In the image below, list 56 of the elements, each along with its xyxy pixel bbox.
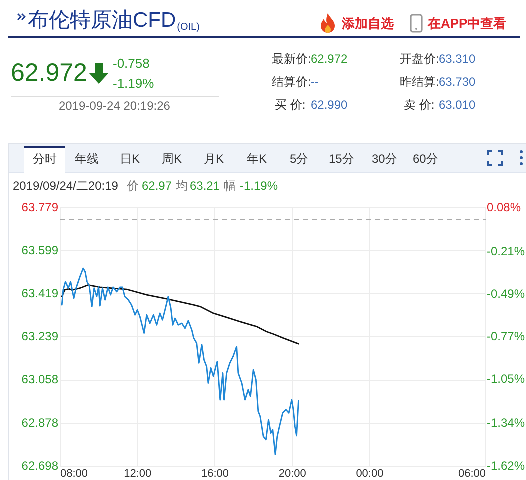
text: 63.010 — [439, 98, 476, 114]
text: 添加自选 — [342, 16, 394, 32]
y-tick-label: 63.239 — [22, 329, 59, 344]
text: 买 价: — [275, 98, 306, 114]
text: 62.972 — [311, 52, 348, 68]
text: 价 — [127, 179, 139, 194]
text: 62.97 — [142, 179, 172, 194]
text: 在APP中查看 — [428, 16, 507, 32]
text: 结算价: — [272, 75, 312, 90]
x-tick-label: 16:00 — [201, 468, 229, 480]
text: 63.21 — [190, 179, 220, 194]
y2-tick-label: -1.05% — [487, 372, 526, 386]
text: -0.758 — [113, 56, 150, 72]
text: 最新价: — [272, 52, 312, 68]
y2-tick-label: -1.62% — [487, 458, 526, 473]
text: 62.990 — [311, 98, 348, 114]
text: 2019-09-24 20:19:26 — [59, 99, 170, 114]
text: 月K — [204, 152, 224, 168]
y-tick-label: 62.878 — [22, 416, 59, 430]
y2-tick-label: -1.34% — [487, 416, 526, 430]
text: 分时 — [33, 152, 57, 168]
y-tick-label: 62.698 — [22, 458, 59, 473]
y-tick-label: 63.779 — [22, 200, 59, 214]
text: 周K — [162, 152, 182, 168]
text: 开盘价: — [400, 52, 440, 68]
chart-title: 布伦特原油CFD$_{(OIL)}$ — [28, 9, 200, 34]
x-tick-label: 06:00 — [458, 468, 486, 480]
text: 昨结算: — [400, 75, 440, 90]
text: -1.19% — [240, 179, 278, 194]
text: 均 — [176, 179, 188, 194]
text: 2019/09/24/二20:19 — [13, 179, 118, 194]
text: 年线 — [75, 152, 99, 168]
text: 卖 价: — [404, 98, 435, 114]
y2-tick-label: -0.21% — [487, 244, 526, 258]
text: 年K — [247, 152, 268, 168]
text: 63.730 — [439, 75, 476, 90]
text: 63.310 — [439, 52, 476, 68]
y-tick-label: 63.419 — [22, 286, 59, 300]
y2-tick-label: -0.77% — [487, 330, 526, 344]
y-tick-label: 63.058 — [22, 372, 59, 387]
x-tick-label: 00:00 — [356, 468, 384, 480]
x-tick-label: 20:00 — [278, 468, 306, 480]
text: -1.19% — [113, 76, 154, 92]
text: 幅 — [224, 179, 236, 194]
y2-tick-label: -0.49% — [487, 286, 526, 301]
y-tick-label: 63.599 — [22, 243, 59, 258]
text: 15分 — [329, 152, 354, 168]
x-tick-label: 08:00 — [60, 468, 88, 480]
text: 日K — [120, 152, 140, 168]
text: 30分 — [372, 152, 398, 168]
text: 5分 — [290, 152, 309, 168]
text: 62.972 — [11, 59, 88, 88]
x-tick-label: 12:00 — [124, 468, 152, 480]
text: -- — [311, 75, 319, 90]
text: 60分 — [413, 152, 438, 168]
y2-tick-label: 0.08% — [487, 200, 522, 214]
